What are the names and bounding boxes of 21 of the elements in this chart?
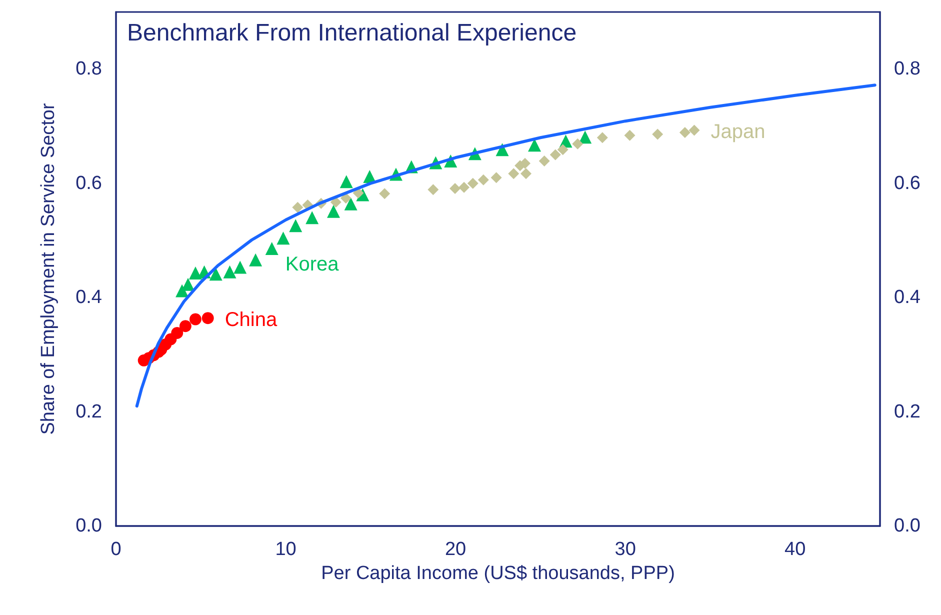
x-axis-title: Per Capita Income (US$ thousands, PPP) [321,563,675,584]
series-label: Korea [285,253,340,276]
y2-tick-label: 0.2 [894,401,920,422]
x-tick-label: 0 [110,539,122,560]
y-tick-label: 0.4 [76,287,102,308]
x-tick-label: 30 [614,539,636,560]
y2-tick-label: 0.0 [894,516,920,536]
x-tick-label: 20 [444,539,466,560]
y2-tick-label: 0.4 [894,287,921,308]
x-tick-label: 40 [784,539,806,560]
y-tick-label: 0.2 [76,401,102,422]
y-axis-title: Share of Employment in Service Sector [38,102,59,435]
y-tick-label: 0.6 [76,172,102,194]
y2-tick-label: 0.8 [894,58,920,80]
y-tick-label: 0.0 [76,516,102,536]
x-tick-label: 10 [275,539,296,560]
series-label: Japan [710,121,766,144]
y-tick-label: 0.8 [76,58,102,80]
chart-title: Benchmark From International Experience [127,20,577,46]
y2-tick-label: 0.6 [894,172,920,194]
series-label: China [224,309,278,332]
